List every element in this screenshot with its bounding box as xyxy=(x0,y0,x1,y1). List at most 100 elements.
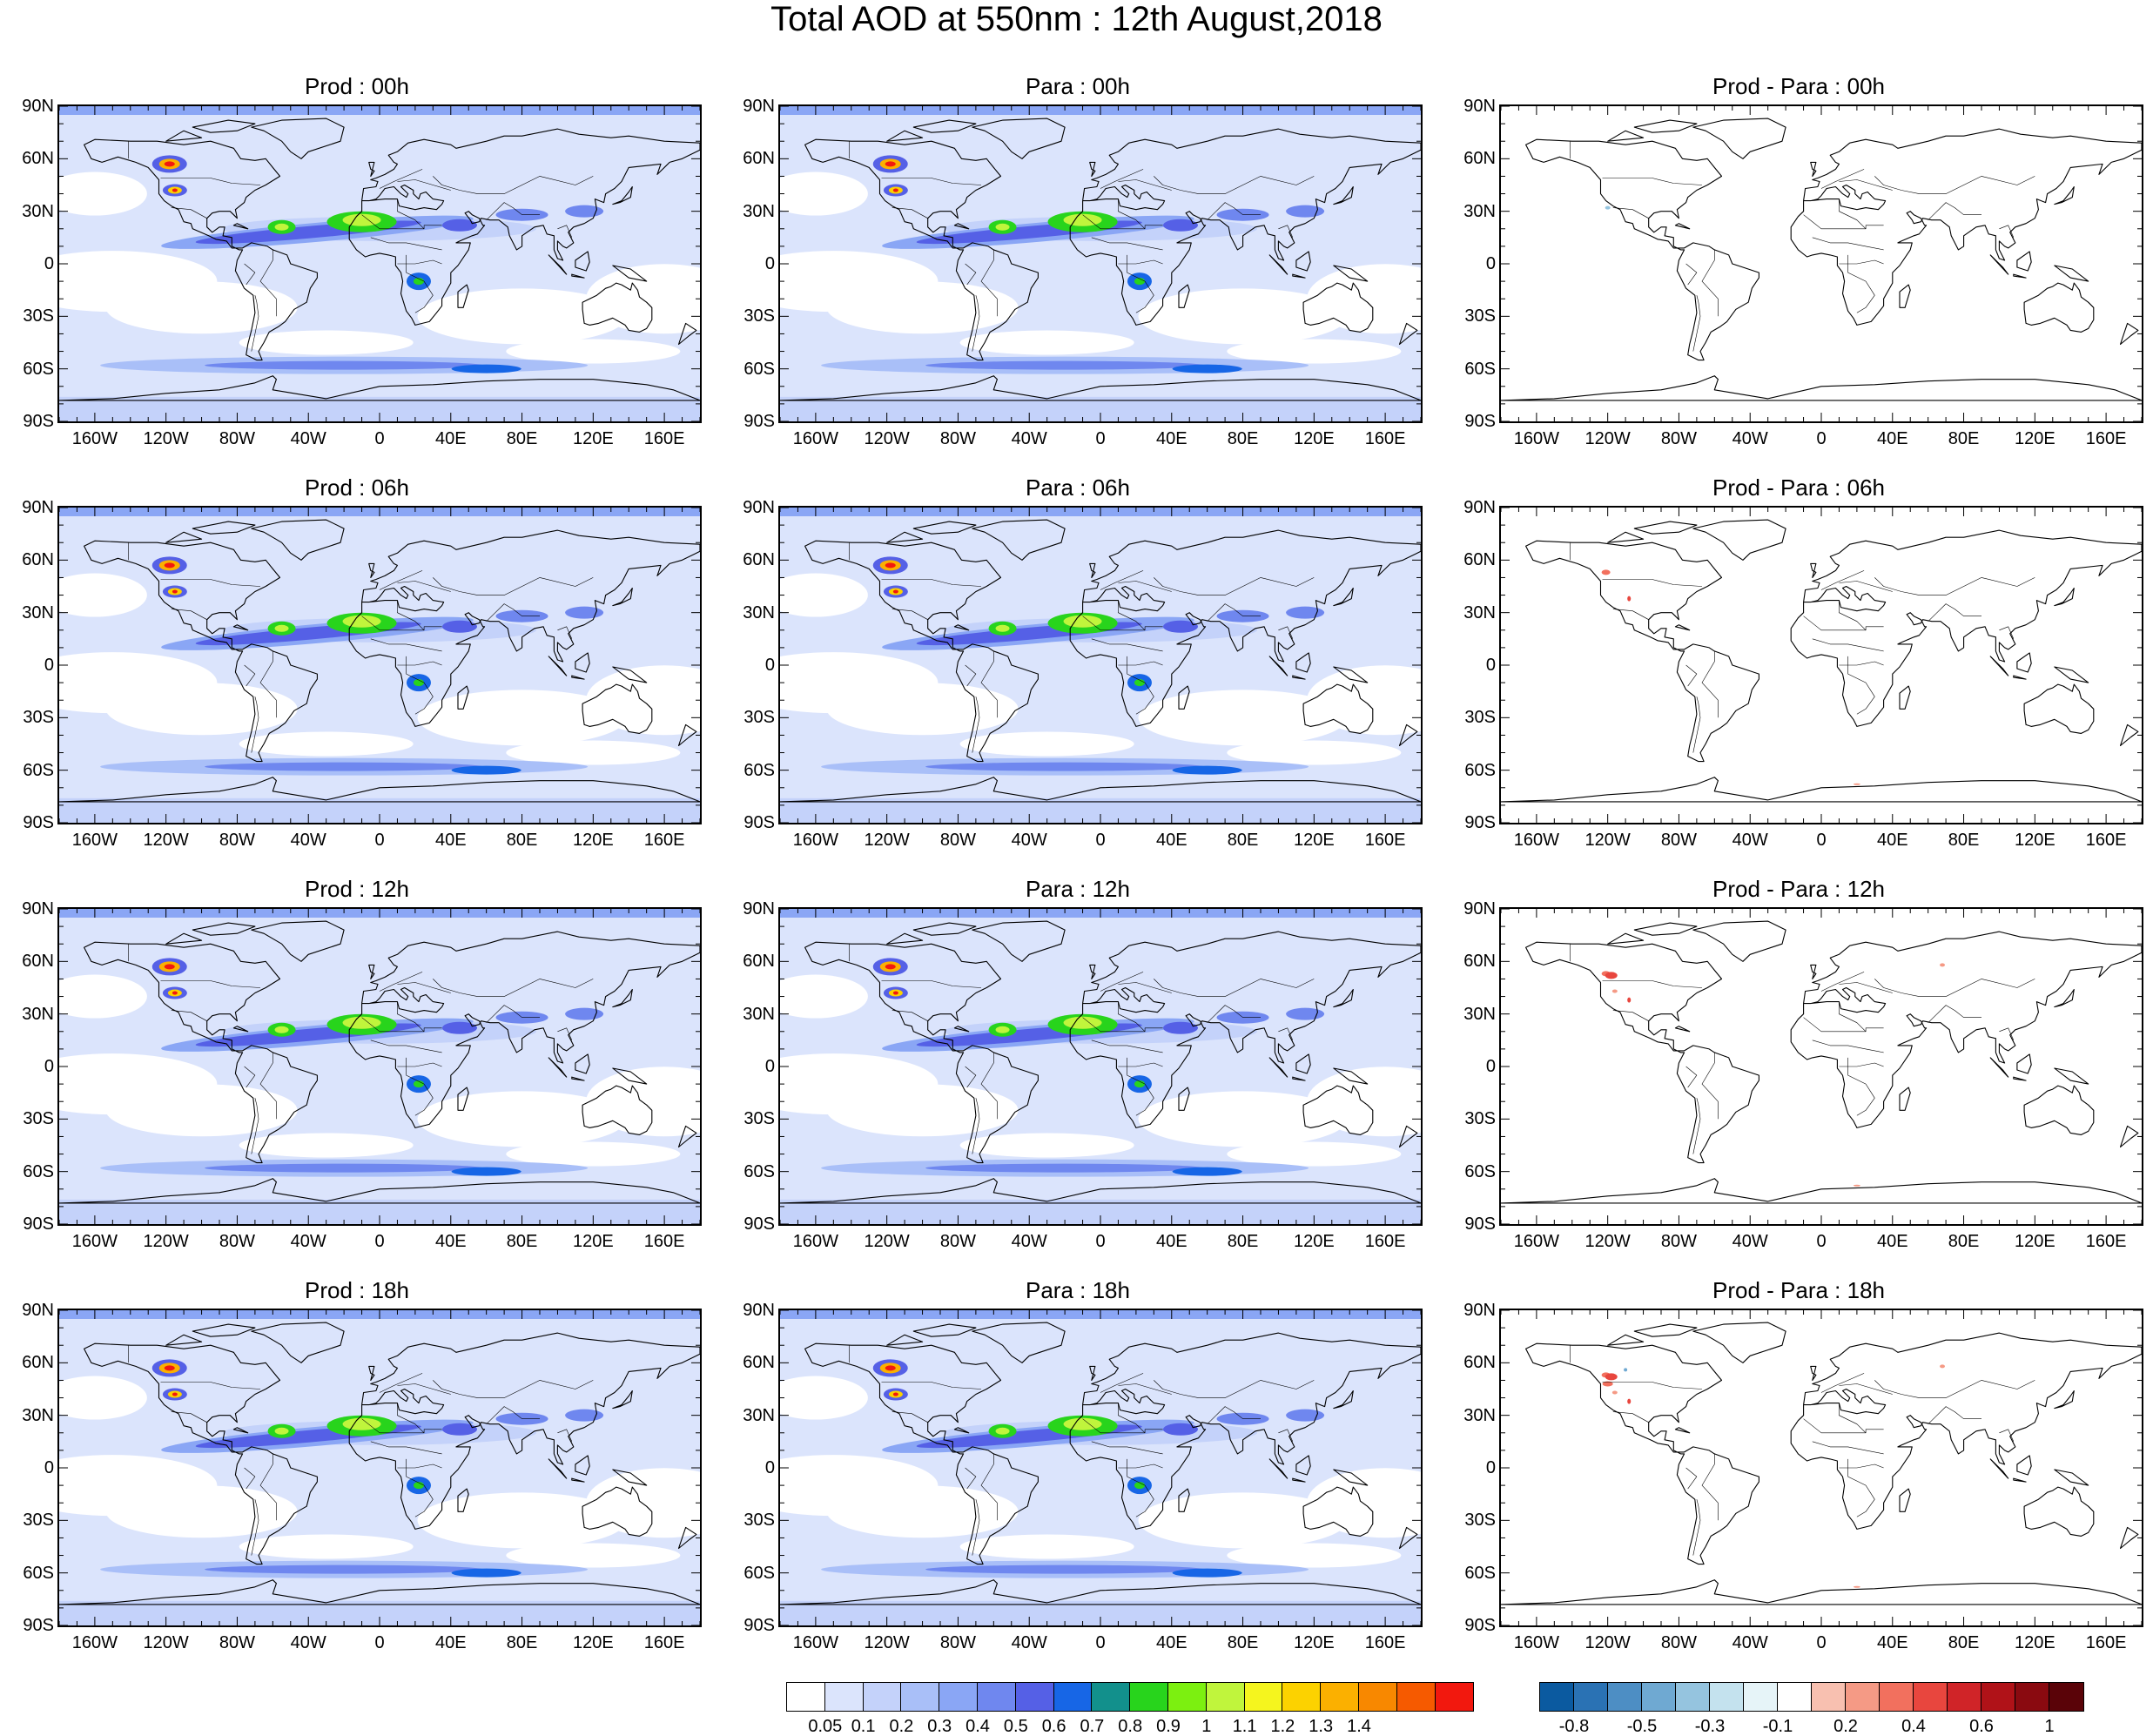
coastline xyxy=(780,1579,1421,1605)
aod-colorbar-label: 0.1 xyxy=(851,1717,876,1736)
coastline xyxy=(348,1332,700,1530)
aod-clean-air-region xyxy=(959,1133,1134,1158)
country-border xyxy=(1874,577,2035,595)
country-border xyxy=(1118,1383,1172,1395)
country-border xyxy=(1847,656,1875,715)
longitude-label: 40E xyxy=(434,1232,467,1251)
aod-clean-air-region xyxy=(239,1133,414,1158)
longitude-label: 160E xyxy=(643,1232,685,1251)
coastline xyxy=(2054,587,2075,607)
longitude-label: 120W xyxy=(864,429,910,448)
latitude-label: 30S xyxy=(1464,1109,1496,1129)
coastline xyxy=(953,1427,970,1434)
diff-negative-spot xyxy=(1605,205,1611,210)
coastline xyxy=(1295,251,1311,272)
country-border xyxy=(251,295,259,352)
coastline xyxy=(2013,1076,2027,1081)
country-border xyxy=(1278,1429,1294,1442)
latitude-label: 90N xyxy=(1463,1301,1496,1320)
longitude-label: 80W xyxy=(1660,1633,1697,1652)
aod-us-fire-smoke xyxy=(172,589,178,594)
country-border xyxy=(397,198,425,230)
longitude-label: 80W xyxy=(1660,1232,1697,1251)
latitude-label: 30N xyxy=(1463,1405,1496,1425)
coastline xyxy=(2054,265,2089,282)
longitude-label: 80W xyxy=(219,429,255,448)
diff-positive-spot xyxy=(1627,997,1632,1003)
aod-saharan-core xyxy=(342,213,381,226)
map-frame xyxy=(778,907,1423,1226)
longitude-label: 120E xyxy=(572,1633,614,1652)
coastline xyxy=(1633,922,1698,936)
longitude-label: 0 xyxy=(374,429,385,448)
coastline xyxy=(1674,1026,1691,1033)
diff-positive-spot xyxy=(1605,1373,1618,1381)
aod-southern-ocean-band xyxy=(205,1564,484,1574)
coastline xyxy=(59,1178,700,1204)
coastline xyxy=(2054,185,2075,205)
coastline xyxy=(368,964,375,979)
coastline xyxy=(2013,273,2027,279)
coastline xyxy=(1333,1067,1369,1085)
longitude-label: 120W xyxy=(864,831,910,850)
aod-colorbar-label: 0.6 xyxy=(1041,1717,1066,1736)
coastline xyxy=(192,521,256,535)
country-border xyxy=(1839,982,1893,993)
map-panel: Prod : 00h 90N 60N 30N 0 30S 60S 90S 160W 120W 80W… xyxy=(0,71,714,472)
country-border xyxy=(980,1052,998,1120)
aod-colorbar-swatch xyxy=(1053,1683,1093,1711)
coastline xyxy=(251,118,345,159)
longitude-label: 160W xyxy=(792,1633,838,1652)
coastline xyxy=(2016,1053,2032,1074)
coastline xyxy=(457,1087,469,1111)
latitude-label: 0 xyxy=(44,254,54,273)
coastline xyxy=(1501,1579,2142,1605)
aod-clean-air-region xyxy=(826,281,1019,334)
latitude-label: 30N xyxy=(1463,201,1496,221)
latitude-label: 0 xyxy=(764,1458,775,1477)
country-border xyxy=(965,263,977,286)
aod-atlantic-dust-cloud xyxy=(274,1427,289,1435)
coastline xyxy=(1692,519,1786,561)
world-map xyxy=(59,909,700,1224)
country-border xyxy=(1839,179,1893,191)
country-border xyxy=(1999,1429,2015,1442)
country-border xyxy=(1812,1040,1884,1053)
coastline xyxy=(571,1076,585,1081)
country-border xyxy=(379,169,423,189)
country-border xyxy=(1612,207,1649,219)
figure-title: Total AOD at 550nm : 12th August,2018 xyxy=(770,0,1383,38)
aod-clean-air-region xyxy=(780,172,868,216)
aod-southern-ocean-peak xyxy=(1172,1568,1242,1578)
country-border xyxy=(1839,600,1867,631)
latitude-label: 0 xyxy=(764,656,775,675)
longitude-label: 160E xyxy=(2085,1633,2127,1652)
latitude-label: 30S xyxy=(743,1109,775,1129)
longitude-label: 40E xyxy=(434,429,467,448)
map-frame xyxy=(778,1309,1423,1627)
coastline xyxy=(1525,1342,1759,1565)
diff-negative-spot xyxy=(1624,1368,1628,1372)
coastline xyxy=(575,251,590,272)
aod-clean-air-region xyxy=(506,1141,681,1167)
aod-colorbar-swatch xyxy=(1321,1683,1359,1711)
aod-southern-ocean-band xyxy=(205,360,484,370)
coastline xyxy=(232,223,249,230)
latitude-label: 90S xyxy=(1464,813,1496,832)
country-border xyxy=(1839,1062,1884,1067)
country-border xyxy=(361,1017,442,1033)
country-border xyxy=(397,179,451,191)
longitude-label: 40W xyxy=(1732,1232,1768,1251)
difference-colorbar-swatch xyxy=(1540,1683,1574,1711)
country-border xyxy=(1839,1383,1893,1395)
longitude-label: 160W xyxy=(792,831,838,850)
longitude-label: 160E xyxy=(643,831,685,850)
longitude-label: 120W xyxy=(864,1232,910,1251)
coastline xyxy=(1333,988,1354,1008)
coastline xyxy=(1398,1125,1418,1148)
coastline xyxy=(780,375,1421,401)
difference-colorbar-swatch xyxy=(1812,1683,1846,1711)
map-frame xyxy=(57,907,702,1226)
country-border xyxy=(370,1441,442,1455)
aod-clean-air-region xyxy=(105,683,298,736)
